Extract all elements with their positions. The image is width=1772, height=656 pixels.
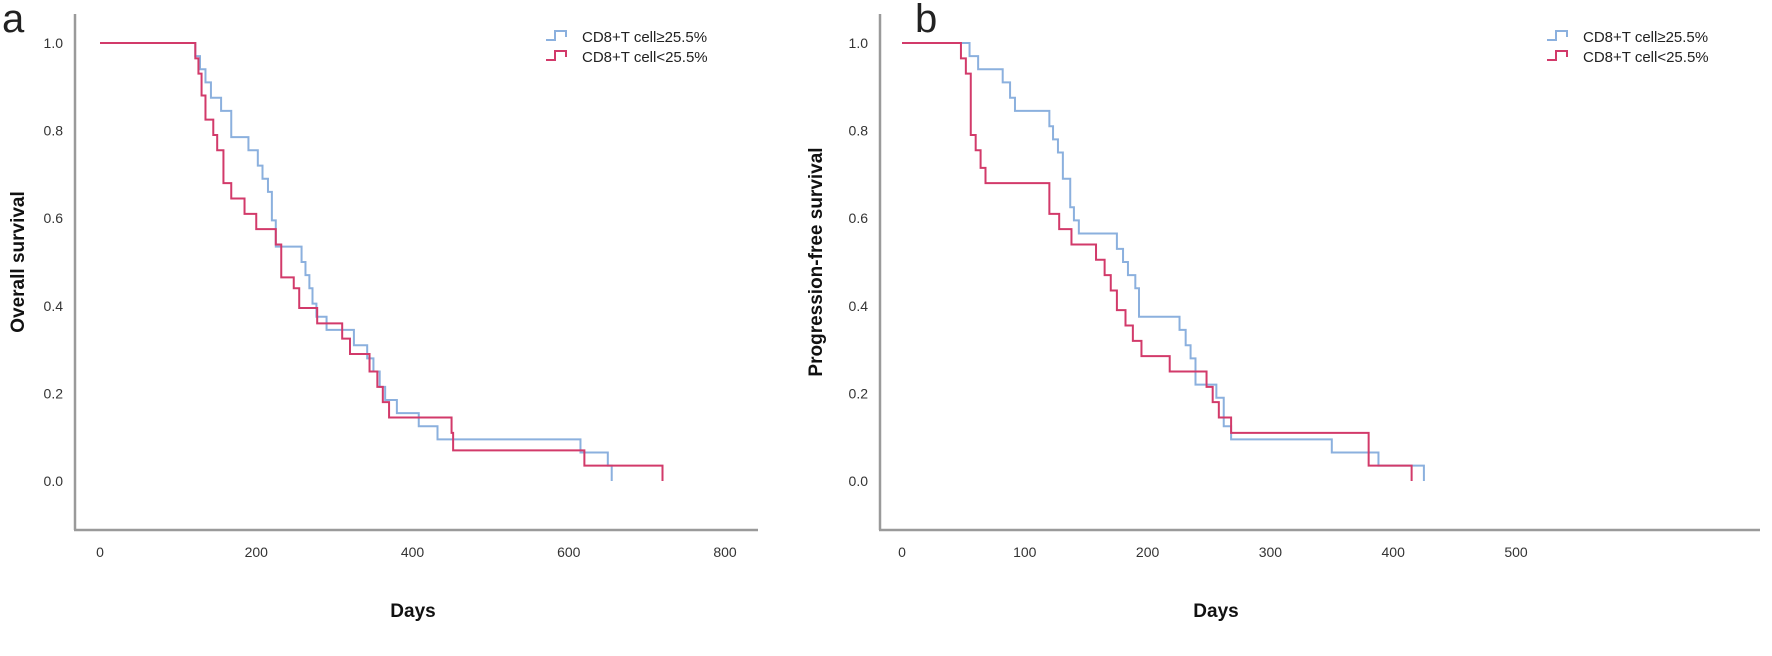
x-axis-title-a: Days — [390, 601, 435, 622]
x-tick-label: 100 — [1013, 544, 1037, 560]
y-tick-label: 0.2 — [849, 385, 869, 401]
panel-b-progression-free-survival: b 0.0 0.2 0.4 0.6 0.8 1.0 0 100 200 300 400 500 Da… — [806, 0, 1760, 622]
x-tick-label: 400 — [1382, 544, 1406, 560]
legend-b: CD8+T cell≥25.5% CD8+T cell<25.5% — [1547, 29, 1709, 66]
survival-curve-low-a — [100, 42, 664, 481]
survival-curve-high-b — [902, 42, 1425, 481]
x-tick-label: 200 — [1136, 544, 1160, 560]
legend-symbol-low-a — [546, 50, 567, 61]
survival-curve-high-a — [100, 42, 613, 481]
y-tick-label: 0.4 — [44, 298, 64, 314]
y-axis-title-a: Overall survival — [8, 191, 29, 333]
x-tick-label: 200 — [245, 544, 269, 560]
y-tick-label: 0.6 — [44, 210, 64, 226]
curves-b — [902, 42, 1425, 481]
x-tick-label: 500 — [1504, 544, 1528, 560]
y-axis-title-b: Progression-free survival — [806, 147, 827, 376]
x-tick-label: 800 — [713, 544, 737, 560]
x-tick-label: 400 — [401, 544, 425, 560]
x-tick-labels-a: 0 200 400 600 800 — [96, 544, 737, 560]
survival-curve-low-b — [902, 42, 1413, 481]
y-tick-label: 0.0 — [44, 473, 64, 489]
legend-label-high-b: CD8+T cell≥25.5% — [1583, 29, 1708, 46]
legend-symbol-high-a — [546, 30, 567, 41]
curves-a — [100, 42, 664, 481]
y-tick-label: 0.8 — [44, 123, 64, 139]
y-tick-label: 0.0 — [849, 473, 869, 489]
y-tick-labels-a: 0.0 0.2 0.4 0.6 0.8 1.0 — [44, 35, 64, 489]
y-tick-labels-b: 0.0 0.2 0.4 0.6 0.8 1.0 — [849, 35, 869, 489]
panel-label-a: a — [2, 0, 25, 41]
panel-label-b: b — [915, 0, 937, 41]
x-tick-label: 0 — [96, 544, 104, 560]
legend-label-low-a: CD8+T cell<25.5% — [582, 49, 708, 66]
x-tick-label: 0 — [898, 544, 906, 560]
y-tick-label: 0.8 — [849, 123, 869, 139]
y-tick-label: 0.6 — [849, 210, 869, 226]
x-tick-label: 600 — [557, 544, 581, 560]
x-axis-title-b: Days — [1193, 601, 1238, 622]
x-tick-label: 300 — [1259, 544, 1283, 560]
y-tick-label: 0.2 — [44, 385, 64, 401]
legend-symbol-low-b — [1547, 50, 1568, 61]
y-tick-label: 0.4 — [849, 298, 869, 314]
legend-symbol-high-b — [1547, 30, 1568, 41]
legend-a: CD8+T cell≥25.5% CD8+T cell<25.5% — [546, 29, 708, 66]
panel-a-overall-survival: a 0.00.20.40.60.81.0 0 200 400 600 800 Days … — [2, 0, 758, 622]
legend-label-low-b: CD8+T cell<25.5% — [1583, 49, 1709, 66]
x-tick-labels-b: 0 100 200 300 400 500 — [898, 544, 1528, 560]
y-tick-label: 1.0 — [44, 35, 64, 51]
legend-label-high-a: CD8+T cell≥25.5% — [582, 29, 707, 46]
y-tick-label: 1.0 — [849, 35, 869, 51]
